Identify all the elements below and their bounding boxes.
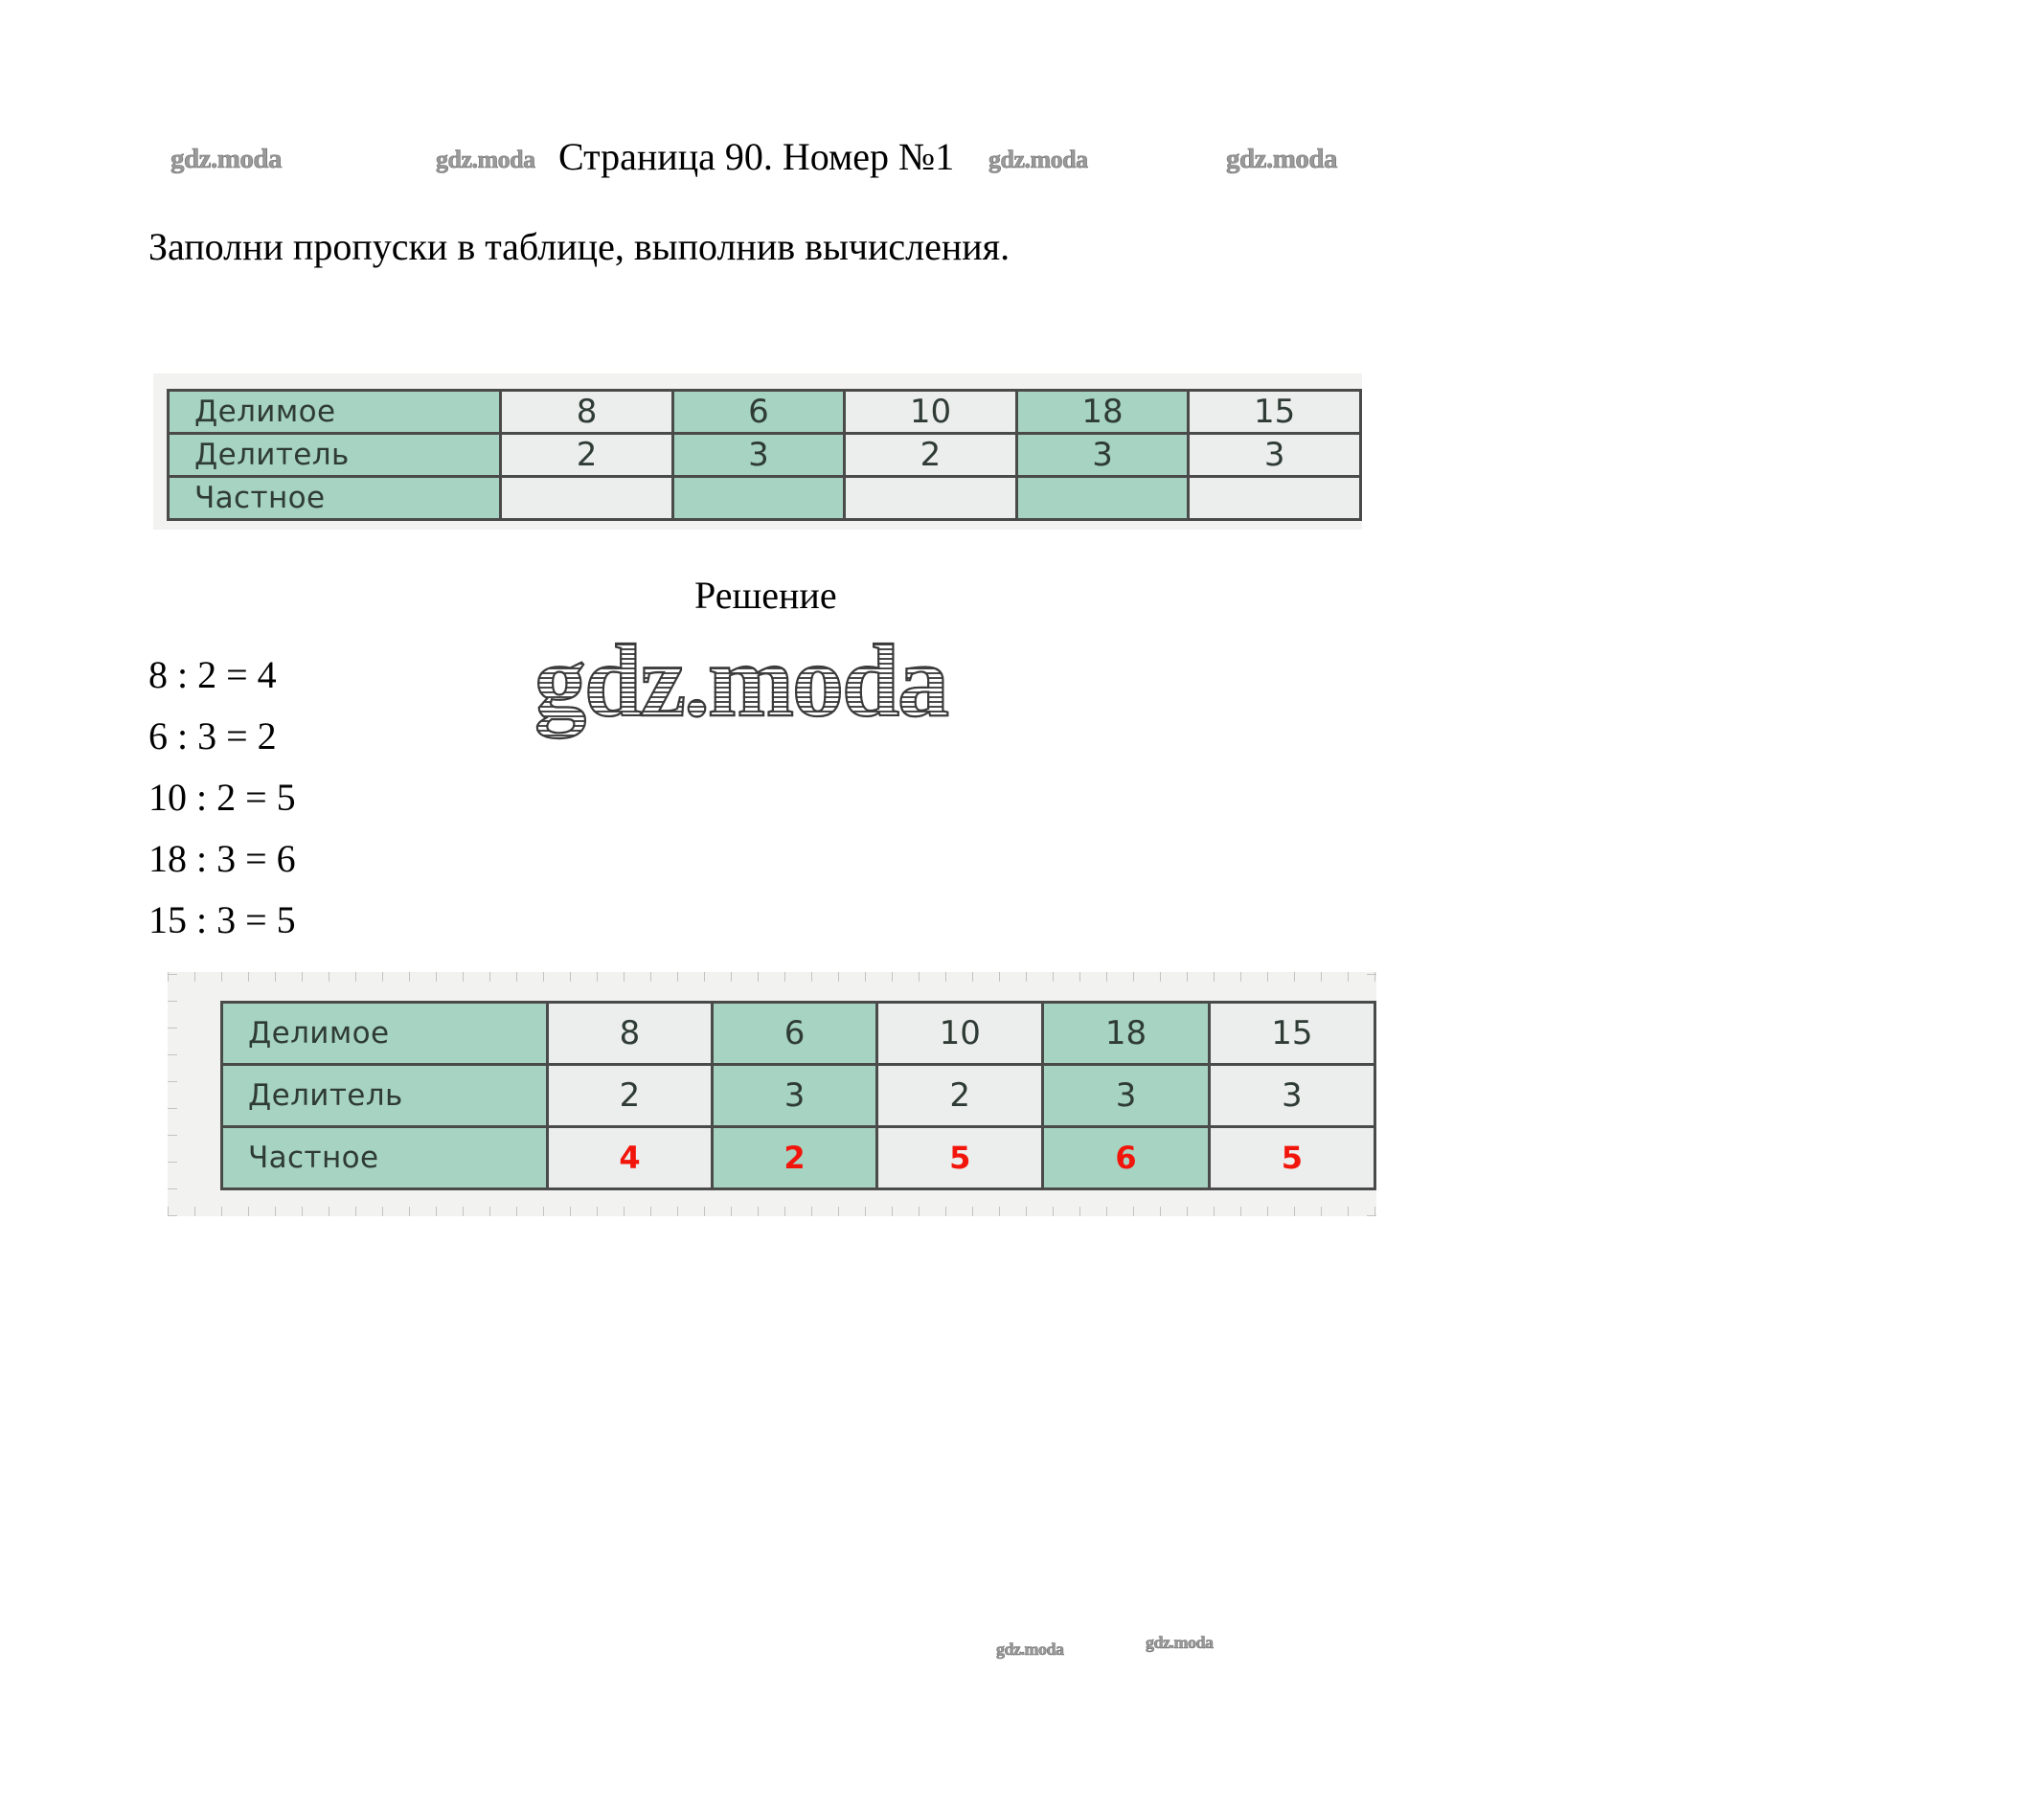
row-label-quotient: Частное bbox=[166, 475, 503, 521]
row-label-divisor: Делитель bbox=[220, 1063, 549, 1128]
cell-quotient-1: 4 bbox=[545, 1125, 715, 1190]
cell-quotient-4 bbox=[1014, 475, 1191, 521]
table-row-dividend: Делимое 8 6 10 18 15 bbox=[166, 389, 1362, 435]
table-row-dividend: Делимое 8 6 10 18 15 bbox=[220, 1001, 1377, 1066]
cell-divisor-4: 3 bbox=[1014, 432, 1191, 478]
cell-quotient-3: 5 bbox=[875, 1125, 1045, 1190]
row-label-divisor: Делитель bbox=[166, 432, 503, 478]
cell-divisor-4: 3 bbox=[1041, 1063, 1211, 1128]
cell-quotient-2: 2 bbox=[711, 1125, 879, 1190]
cell-quotient-1 bbox=[499, 475, 674, 521]
cell-dividend-2: 6 bbox=[670, 389, 847, 435]
cell-quotient-2 bbox=[670, 475, 847, 521]
row-label-dividend: Делимое bbox=[166, 389, 503, 435]
equation-1: 8 : 2 = 4 bbox=[148, 653, 277, 696]
cell-divisor-1: 2 bbox=[545, 1063, 715, 1128]
watermark-top-inline: gdz.moda bbox=[988, 146, 1089, 174]
cell-dividend-3: 10 bbox=[875, 1001, 1045, 1066]
cell-quotient-5 bbox=[1187, 475, 1362, 521]
task-table: Делимое 8 6 10 18 15 Делитель 2 3 2 3 3 … bbox=[166, 389, 1362, 521]
cell-dividend-4: 18 bbox=[1014, 389, 1191, 435]
equation-2: 6 : 3 = 2 bbox=[148, 714, 277, 758]
task-instruction: Заполни пропуски в таблице, выполнив выч… bbox=[148, 225, 1011, 268]
cell-quotient-3 bbox=[843, 475, 1018, 521]
row-label-quotient: Частное bbox=[220, 1125, 549, 1190]
ruler-ticks-top bbox=[168, 972, 1376, 982]
cell-quotient-4: 6 bbox=[1041, 1125, 1211, 1190]
table-row-divisor: Делитель 2 3 2 3 3 bbox=[220, 1063, 1377, 1128]
task-table-figure: Делимое 8 6 10 18 15 Делитель 2 3 2 3 3 … bbox=[153, 373, 1362, 530]
watermark-bottom-right: gdz.moda bbox=[1146, 1633, 1215, 1653]
watermark-top-mid: gdz.moda bbox=[436, 146, 536, 174]
cell-dividend-5: 15 bbox=[1187, 389, 1362, 435]
page-title: Страница 90. Номер №1 bbox=[558, 135, 955, 178]
row-label-dividend: Делимое bbox=[220, 1001, 549, 1066]
equation-5: 15 : 3 = 5 bbox=[148, 898, 296, 941]
cell-divisor-5: 3 bbox=[1207, 1063, 1377, 1128]
cell-dividend-3: 10 bbox=[843, 389, 1018, 435]
equation-4: 18 : 3 = 6 bbox=[148, 837, 296, 880]
answer-table: Делимое 8 6 10 18 15 Делитель 2 3 2 3 3 … bbox=[220, 1001, 1377, 1190]
watermark-center-large: gdz.moda bbox=[534, 622, 950, 741]
equation-3: 10 : 2 = 5 bbox=[148, 776, 296, 819]
cell-divisor-2: 3 bbox=[670, 432, 847, 478]
cell-divisor-3: 2 bbox=[843, 432, 1018, 478]
cell-quotient-5: 5 bbox=[1207, 1125, 1377, 1190]
cell-dividend-4: 18 bbox=[1041, 1001, 1211, 1066]
equation-list: 8 : 2 = 4 6 : 3 = 2 10 : 2 = 5 18 : 3 = … bbox=[148, 656, 296, 962]
ruler-ticks-bottom bbox=[168, 1207, 1376, 1216]
cell-divisor-2: 3 bbox=[711, 1063, 879, 1128]
watermark-top-right: gdz.moda bbox=[1226, 144, 1338, 175]
cell-dividend-1: 8 bbox=[545, 1001, 715, 1066]
answer-table-figure: Делимое 8 6 10 18 15 Делитель 2 3 2 3 3 … bbox=[168, 972, 1377, 1216]
watermark-bottom-left: gdz.moda bbox=[996, 1639, 1065, 1660]
cell-divisor-3: 2 bbox=[875, 1063, 1045, 1128]
watermark-top-left: gdz.moda bbox=[170, 144, 283, 175]
table-row-quotient: Частное 4 2 5 6 5 bbox=[220, 1125, 1377, 1190]
table-row-quotient: Частное bbox=[166, 475, 1362, 521]
cell-dividend-1: 8 bbox=[499, 389, 674, 435]
cell-dividend-2: 6 bbox=[711, 1001, 879, 1066]
cell-divisor-1: 2 bbox=[499, 432, 674, 478]
table-row-divisor: Делитель 2 3 2 3 3 bbox=[166, 432, 1362, 478]
solution-heading: Решение bbox=[694, 574, 837, 617]
cell-divisor-5: 3 bbox=[1187, 432, 1362, 478]
ruler-ticks-left bbox=[168, 972, 177, 1216]
cell-dividend-5: 15 bbox=[1207, 1001, 1377, 1066]
